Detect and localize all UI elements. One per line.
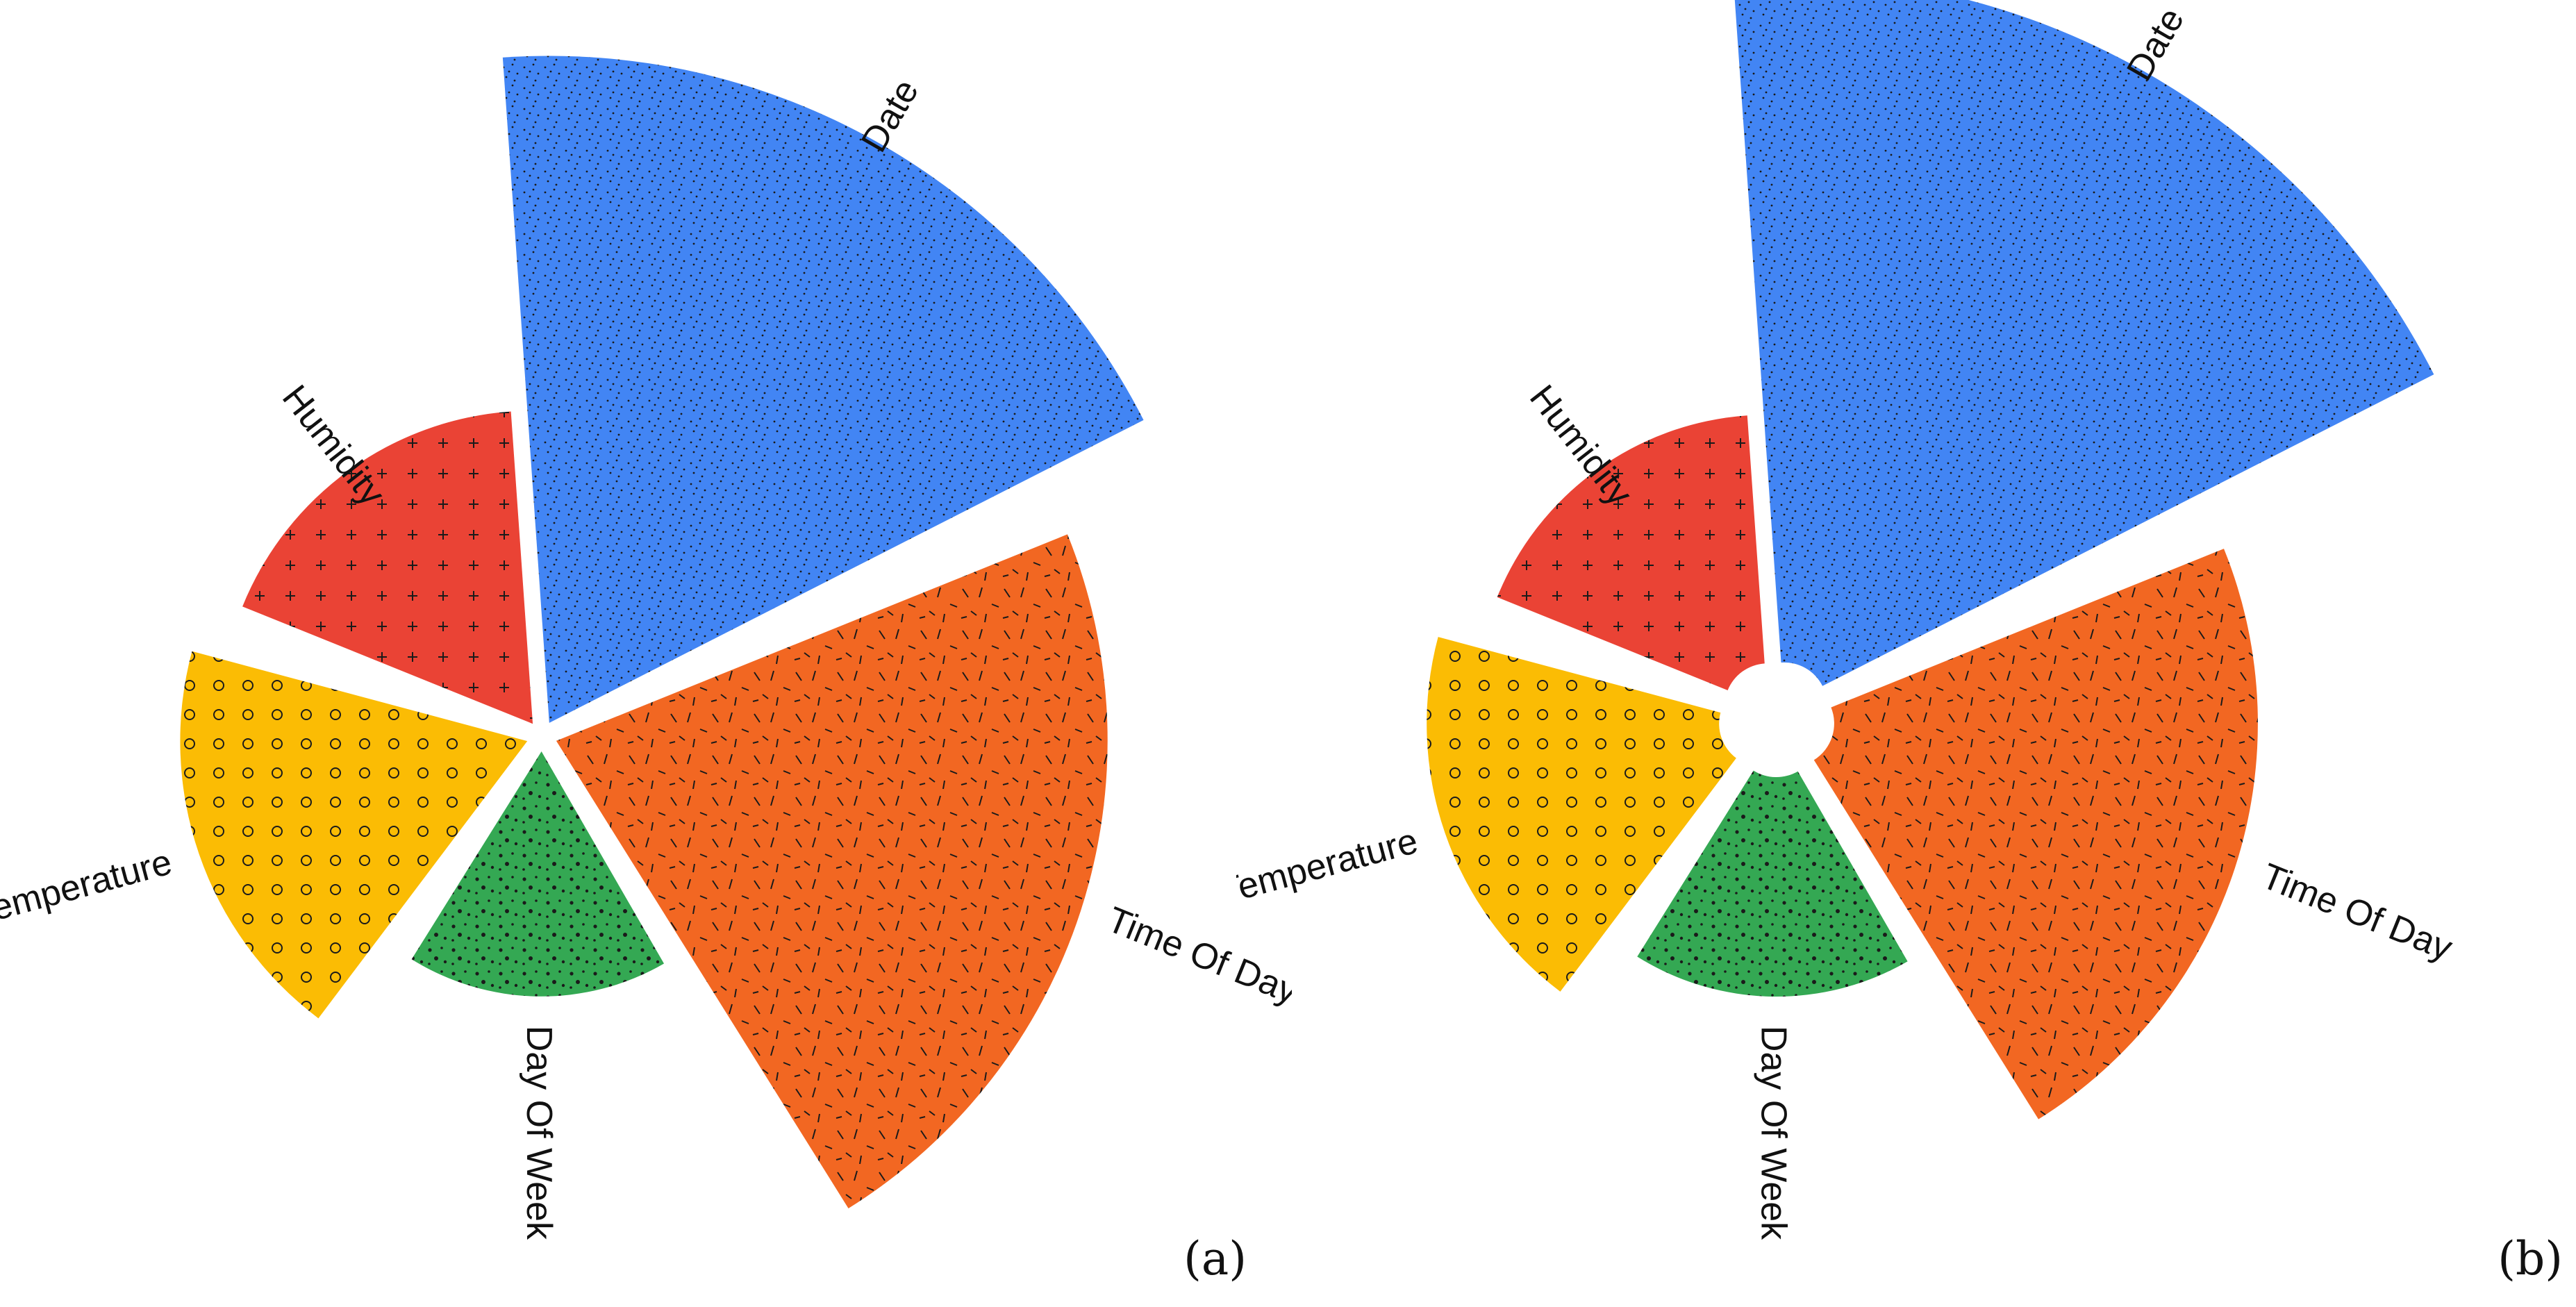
wedge-humidity-a <box>242 411 533 724</box>
label-day-of-week-b: Day Of Week <box>1754 1026 1794 1240</box>
panel-label-b: (b) <box>2498 1232 2563 1285</box>
wedge-humidity-b <box>1497 415 1765 690</box>
label-day-of-week-a: Day Of Week <box>519 1026 559 1240</box>
label-temperature-b: Temperature <box>1236 821 1422 913</box>
wedge-day-of-week-b <box>1637 770 1908 997</box>
wedge-time-of-day-a <box>556 534 1108 1208</box>
wedge-time-of-day-b <box>1813 549 2258 1119</box>
wedges-b <box>1427 0 2434 1119</box>
wedge-day-of-week-a <box>411 751 665 997</box>
panel-label-a: (a) <box>1183 1232 1247 1285</box>
wedge-temperature-b <box>1427 637 1736 992</box>
wedge-temperature-a <box>180 651 528 1019</box>
wedges-a <box>180 56 1144 1208</box>
label-time-of-day-b: Time Of Day <box>2256 856 2458 969</box>
wedge-date-a <box>502 56 1144 723</box>
label-temperature-a: Temperature <box>0 842 176 933</box>
wedge-date-b <box>1734 0 2434 686</box>
